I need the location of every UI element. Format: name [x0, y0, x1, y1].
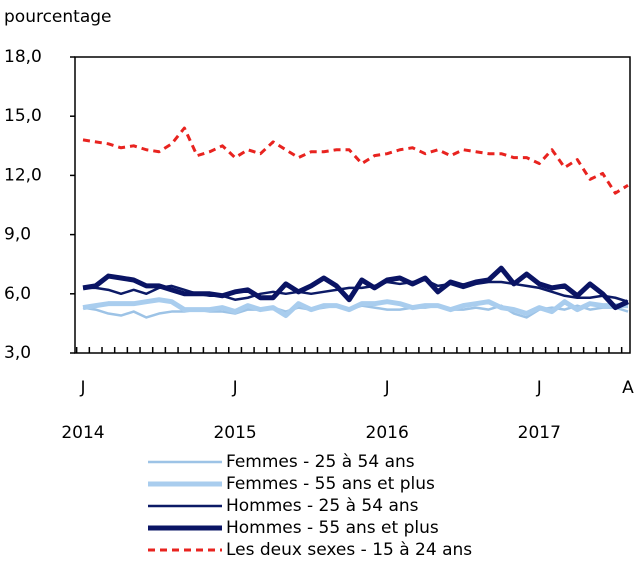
x-tick-label: A: [622, 378, 634, 398]
y-tick-label: 3,0: [4, 343, 31, 363]
legend-label: Femmes - 25 à 54 ans: [226, 452, 415, 472]
x-tick-label: J: [384, 378, 390, 398]
x-year-label: 2017: [518, 423, 561, 443]
x-tick-label: J: [79, 378, 85, 398]
plot-frame: [74, 56, 631, 354]
y-tick-label: 12,0: [4, 165, 42, 185]
x-year-label: 2014: [61, 423, 104, 443]
legend-label: Hommes - 25 à 54 ans: [226, 496, 419, 516]
x-year-label: 2016: [366, 423, 409, 443]
y-axis-label: pourcentage: [4, 7, 112, 27]
legend-label: Hommes - 55 ans et plus: [226, 518, 439, 538]
y-tick-label: 9,0: [4, 225, 31, 245]
x-tick-label: J: [536, 378, 542, 398]
legend-label: Femmes - 55 ans et plus: [226, 474, 435, 494]
y-tick-label: 15,0: [4, 106, 42, 126]
series-line: [82, 297, 628, 319]
x-year-label: 2015: [213, 423, 256, 443]
y-tick-label: 6,0: [4, 284, 31, 304]
series-line: [82, 265, 630, 311]
y-tick-label: 18,0: [4, 47, 42, 67]
series-line: [82, 126, 629, 195]
legend-label: Les deux sexes - 15 à 24 ans: [226, 540, 472, 560]
x-tick-label: J: [232, 378, 238, 398]
